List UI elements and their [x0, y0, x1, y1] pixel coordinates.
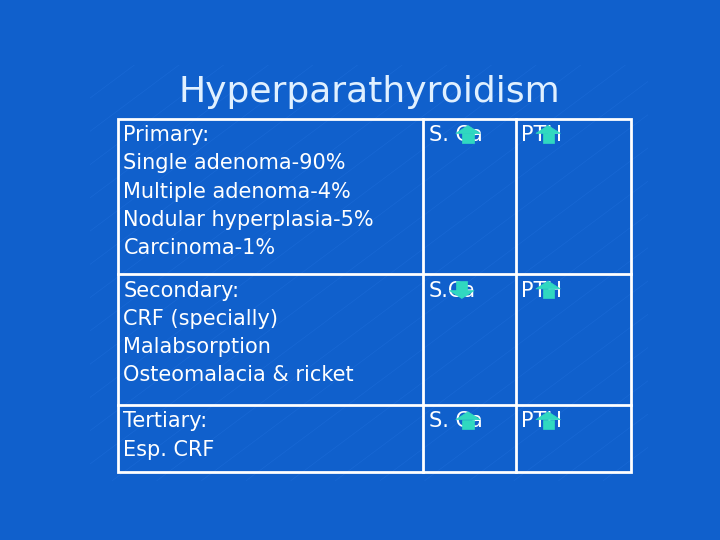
Polygon shape	[536, 125, 560, 133]
Text: PTH: PTH	[521, 125, 562, 145]
Polygon shape	[456, 412, 480, 420]
Polygon shape	[543, 289, 554, 299]
Text: Carcinoma-1%: Carcinoma-1%	[124, 238, 276, 258]
Text: Multiple adenoma-4%: Multiple adenoma-4%	[124, 181, 351, 201]
Text: Hyperparathyroidism: Hyperparathyroidism	[178, 75, 560, 109]
Text: Primary:: Primary:	[124, 125, 210, 145]
Text: S. Ca: S. Ca	[429, 125, 482, 145]
Text: PTH: PTH	[521, 281, 562, 301]
Text: S. Ca: S. Ca	[429, 411, 482, 431]
Text: Single adenoma-90%: Single adenoma-90%	[124, 153, 346, 173]
Polygon shape	[536, 281, 560, 289]
Text: Nodular hyperplasia-5%: Nodular hyperplasia-5%	[124, 210, 374, 230]
Polygon shape	[536, 412, 560, 420]
Polygon shape	[449, 291, 474, 299]
Text: S.Ca: S.Ca	[429, 281, 476, 301]
Text: Esp. CRF: Esp. CRF	[124, 440, 215, 460]
Polygon shape	[456, 281, 467, 291]
Text: CRF (specially): CRF (specially)	[124, 309, 279, 329]
Polygon shape	[462, 420, 474, 429]
Polygon shape	[456, 125, 480, 133]
Bar	[118, 119, 631, 472]
Text: Tertiary:: Tertiary:	[124, 411, 207, 431]
Polygon shape	[462, 133, 474, 143]
Text: Secondary:: Secondary:	[124, 281, 240, 301]
Text: Malabsorption: Malabsorption	[124, 337, 271, 357]
Text: PTH: PTH	[521, 411, 562, 431]
Text: Osteomalacia & ricket: Osteomalacia & ricket	[124, 366, 354, 386]
Polygon shape	[543, 420, 554, 429]
Polygon shape	[543, 133, 554, 143]
